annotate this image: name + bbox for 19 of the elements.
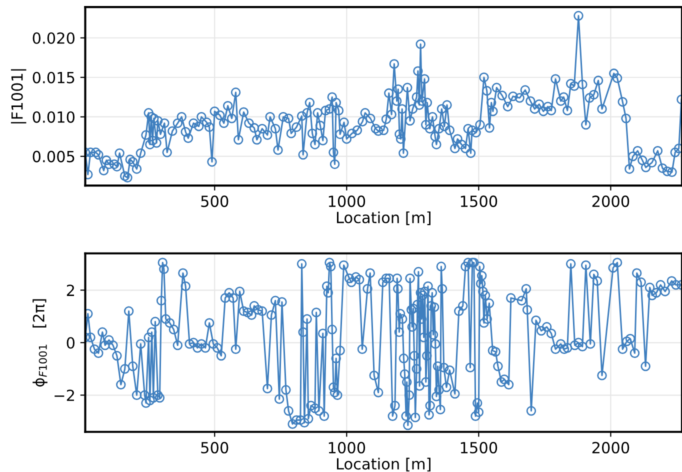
y-tick-label: 2 [66, 284, 74, 296]
x-tick-label: 2000 [592, 442, 630, 454]
x-tick-label: 1000 [328, 442, 366, 454]
y-tick-label: 0.010 [32, 111, 75, 123]
y-tick-label: 0.020 [32, 32, 75, 44]
x-tick-label: 2000 [592, 196, 630, 208]
text: ϕ$_{F1001}$ [2π] [32, 299, 48, 387]
x-axis-title: Location [m] [336, 211, 430, 226]
y-tick-label: 0.015 [32, 72, 74, 84]
x-tick-label: 500 [201, 196, 228, 208]
x-tick-label: 1000 [328, 196, 366, 208]
x-tick-label: 1500 [460, 442, 498, 454]
y-tick-label: −2 [54, 390, 74, 401]
x-tick-label: 1500 [460, 196, 498, 208]
y-tick-label: 0 [66, 337, 75, 349]
y-tick-label: 0.005 [32, 150, 74, 162]
y-axis-title: |F1001| [10, 69, 26, 124]
x-tick-label: 500 [201, 442, 228, 454]
x-axis-title: Location [m] [336, 458, 430, 472]
